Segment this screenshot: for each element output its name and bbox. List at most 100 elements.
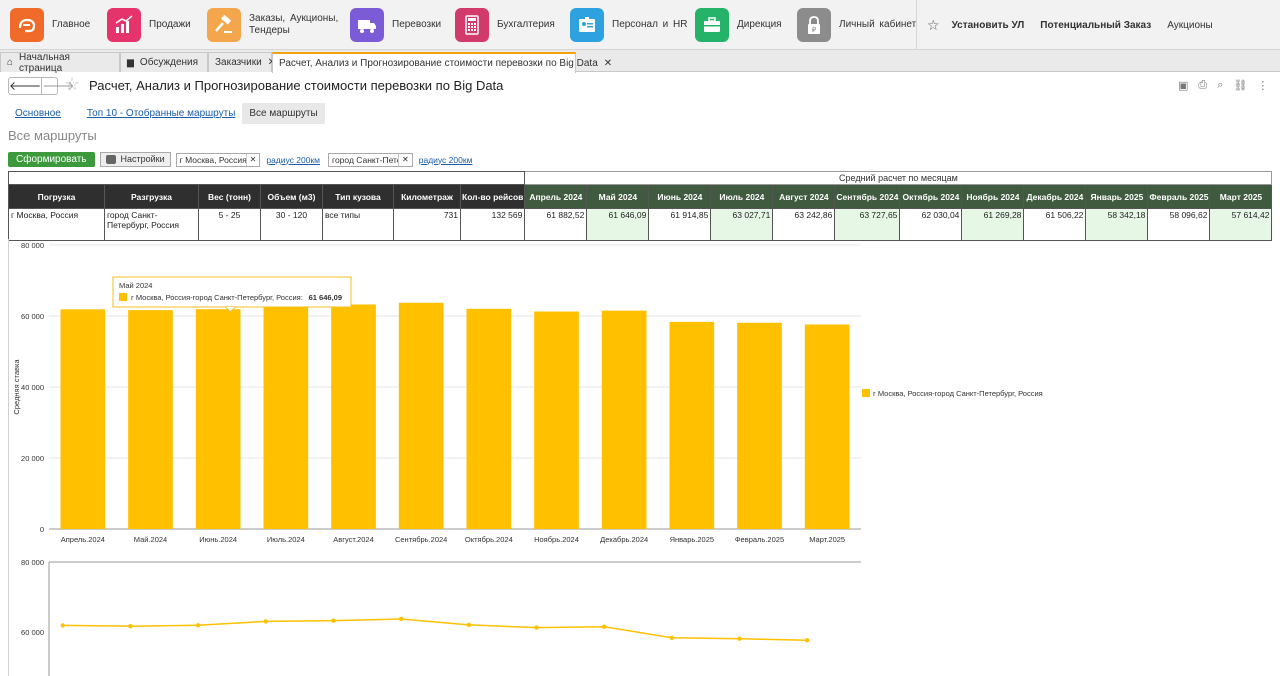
section-accounting[interactable]: Бухгалтерия bbox=[455, 0, 555, 50]
line-point[interactable] bbox=[195, 623, 201, 628]
id-badge-icon bbox=[570, 8, 604, 42]
back-arrow-icon[interactable]: 🡐 bbox=[9, 79, 42, 93]
col-header[interactable]: Вес (тонн) bbox=[198, 184, 261, 209]
from-radius-link[interactable]: радиус 200км bbox=[266, 154, 321, 165]
series-line[interactable] bbox=[62, 618, 808, 642]
line-point[interactable] bbox=[128, 624, 133, 629]
month-header[interactable]: Май 2024 bbox=[586, 184, 650, 209]
cell-month-value: 57 614,42 bbox=[1209, 208, 1273, 241]
filter-row: Сформировать Настройки г Москва, Россия … bbox=[8, 151, 480, 168]
bar[interactable] bbox=[398, 302, 444, 529]
subnav-top10-link[interactable]: Топ 10 - Отобранные маршруты bbox=[86, 107, 236, 119]
close-icon[interactable]: ✕ bbox=[268, 57, 276, 68]
subnav-main-link[interactable]: Основное bbox=[15, 107, 61, 119]
bar[interactable] bbox=[263, 305, 309, 529]
cell-month-value: 58 096,62 bbox=[1147, 208, 1211, 241]
month-header[interactable]: Август 2024 bbox=[772, 184, 836, 209]
legend-swatch bbox=[862, 389, 870, 397]
line-point[interactable] bbox=[737, 636, 742, 641]
line-point[interactable] bbox=[398, 616, 404, 622]
month-header[interactable]: Январь 2025 bbox=[1085, 184, 1149, 209]
cell-trips: 132 569 bbox=[459, 208, 526, 241]
section-sales[interactable]: Продажи bbox=[107, 0, 191, 50]
line-point[interactable] bbox=[804, 638, 810, 643]
more-icon[interactable]: ⋮ bbox=[1257, 80, 1269, 92]
month-header[interactable]: Сентябрь 2024 bbox=[834, 184, 901, 209]
print-icon[interactable]: ⎙ bbox=[1198, 79, 1208, 91]
star-icon[interactable]: ☆ bbox=[927, 16, 940, 33]
clear-icon[interactable]: ✕ bbox=[245, 153, 256, 166]
preview-icon[interactable]: ⌕ bbox=[1217, 79, 1224, 91]
line-point[interactable] bbox=[601, 624, 607, 629]
month-header[interactable]: Ноябрь 2024 bbox=[961, 184, 1025, 209]
month-header[interactable]: Июль 2024 bbox=[710, 184, 774, 209]
line-point[interactable] bbox=[534, 625, 539, 630]
tab-customers[interactable]: Заказчики ✕ bbox=[208, 52, 276, 72]
subnav-all-routes[interactable]: Все маршруты bbox=[242, 102, 325, 124]
set-legal-entity-link[interactable]: Установить УЛ bbox=[951, 19, 1025, 31]
month-header[interactable]: Июнь 2024 bbox=[648, 184, 712, 209]
charts-area: 0 20 000 40 000 60 000 80 000 Средняя ставка А… bbox=[8, 239, 1272, 676]
section-orders[interactable]: Заказы, Аукционы, Тендеры bbox=[207, 0, 339, 50]
line-point[interactable] bbox=[466, 622, 472, 628]
close-icon[interactable]: ✕ bbox=[603, 58, 613, 69]
cell-month-value: 62 030,04 bbox=[899, 208, 963, 241]
line-point[interactable] bbox=[331, 618, 336, 623]
potential-order-link[interactable]: Потенциальный Заказ bbox=[1040, 19, 1152, 31]
sections-panel: Главное Продажи Заказы, Аукционы, Тендер… bbox=[0, 0, 1280, 50]
tab-label: Начальная страница bbox=[19, 51, 70, 74]
favorite-star-icon[interactable]: ☆ bbox=[64, 74, 81, 94]
tab-big-data-calc[interactable]: Расчет, Анализ и Прогнозирование стоимос… bbox=[272, 52, 612, 73]
col-header[interactable]: Погрузка bbox=[8, 184, 105, 209]
month-header[interactable]: Апрель 2024 bbox=[524, 184, 588, 209]
save-icon[interactable]: ▣ bbox=[1178, 80, 1189, 92]
from-location-field[interactable]: г Москва, Россия ✕ bbox=[175, 152, 261, 167]
bar[interactable] bbox=[804, 324, 850, 529]
x-tick-label: Декабрь.2024 bbox=[600, 535, 648, 544]
bar[interactable] bbox=[60, 309, 106, 529]
x-tick-label: Март.2025 bbox=[809, 535, 845, 544]
bar[interactable] bbox=[128, 310, 173, 529]
line-point[interactable] bbox=[669, 635, 675, 641]
table-row[interactable]: г Москва, Россия город Санкт-Петербург, … bbox=[8, 208, 1273, 241]
bar[interactable] bbox=[466, 308, 512, 529]
col-header[interactable]: Кол-во рейсов bbox=[459, 184, 526, 209]
bar[interactable] bbox=[737, 322, 782, 529]
link-icon[interactable]: ⛓ bbox=[1233, 80, 1248, 92]
section-account[interactable]: ₽ Личный кабинет bbox=[797, 0, 916, 50]
section-directorate[interactable]: Дирекция bbox=[695, 0, 782, 50]
cell-volume: 30 - 120 bbox=[260, 208, 323, 241]
bar[interactable] bbox=[601, 310, 647, 529]
cell-month-value: 61 269,28 bbox=[961, 208, 1025, 241]
month-header[interactable]: Октябрь 2024 bbox=[899, 184, 963, 209]
bar[interactable] bbox=[195, 309, 241, 529]
bar[interactable] bbox=[534, 311, 579, 529]
section-main[interactable]: Главное bbox=[10, 0, 90, 50]
generate-button[interactable]: Сформировать bbox=[8, 152, 95, 167]
col-header[interactable]: Километраж bbox=[393, 184, 461, 209]
auctions-link[interactable]: Аукционы bbox=[1167, 19, 1213, 31]
line-point[interactable] bbox=[60, 623, 66, 628]
clear-icon[interactable]: ✕ bbox=[398, 153, 409, 166]
cell-month-value: 58 342,18 bbox=[1085, 208, 1149, 241]
settings-button[interactable]: Настройки bbox=[99, 152, 171, 167]
tab-discussions[interactable]: ▆ Обсуждения bbox=[120, 52, 208, 72]
to-radius-link[interactable]: радиус 200км bbox=[418, 154, 473, 165]
bar[interactable] bbox=[331, 304, 376, 529]
from-location-value: г Москва, Россия bbox=[179, 154, 246, 165]
col-header[interactable]: Объем (м3) bbox=[260, 184, 323, 209]
section-hr[interactable]: Персонал и HR bbox=[570, 0, 688, 50]
tab-home[interactable]: ⌂ Начальная страница bbox=[0, 51, 120, 74]
legend-label: г Москва, Россия-город Санкт-Петербург, … bbox=[873, 389, 1043, 398]
month-header[interactable]: Март 2025 bbox=[1209, 184, 1273, 209]
section-transport[interactable]: Перевозки bbox=[350, 0, 441, 50]
month-header[interactable]: Декабрь 2024 bbox=[1023, 184, 1087, 209]
col-header[interactable]: Разгрузка bbox=[104, 184, 199, 209]
col-header[interactable]: Тип кузова bbox=[322, 184, 394, 209]
forward-arrow-icon[interactable]: 🡒 bbox=[41, 78, 75, 94]
bar[interactable] bbox=[669, 321, 715, 529]
to-location-field[interactable]: город Санкт-Петербург ✕ bbox=[328, 152, 413, 167]
month-header[interactable]: Февраль 2025 bbox=[1147, 184, 1211, 209]
line-point[interactable] bbox=[263, 619, 269, 624]
section-label: Бухгалтерия bbox=[497, 19, 555, 30]
